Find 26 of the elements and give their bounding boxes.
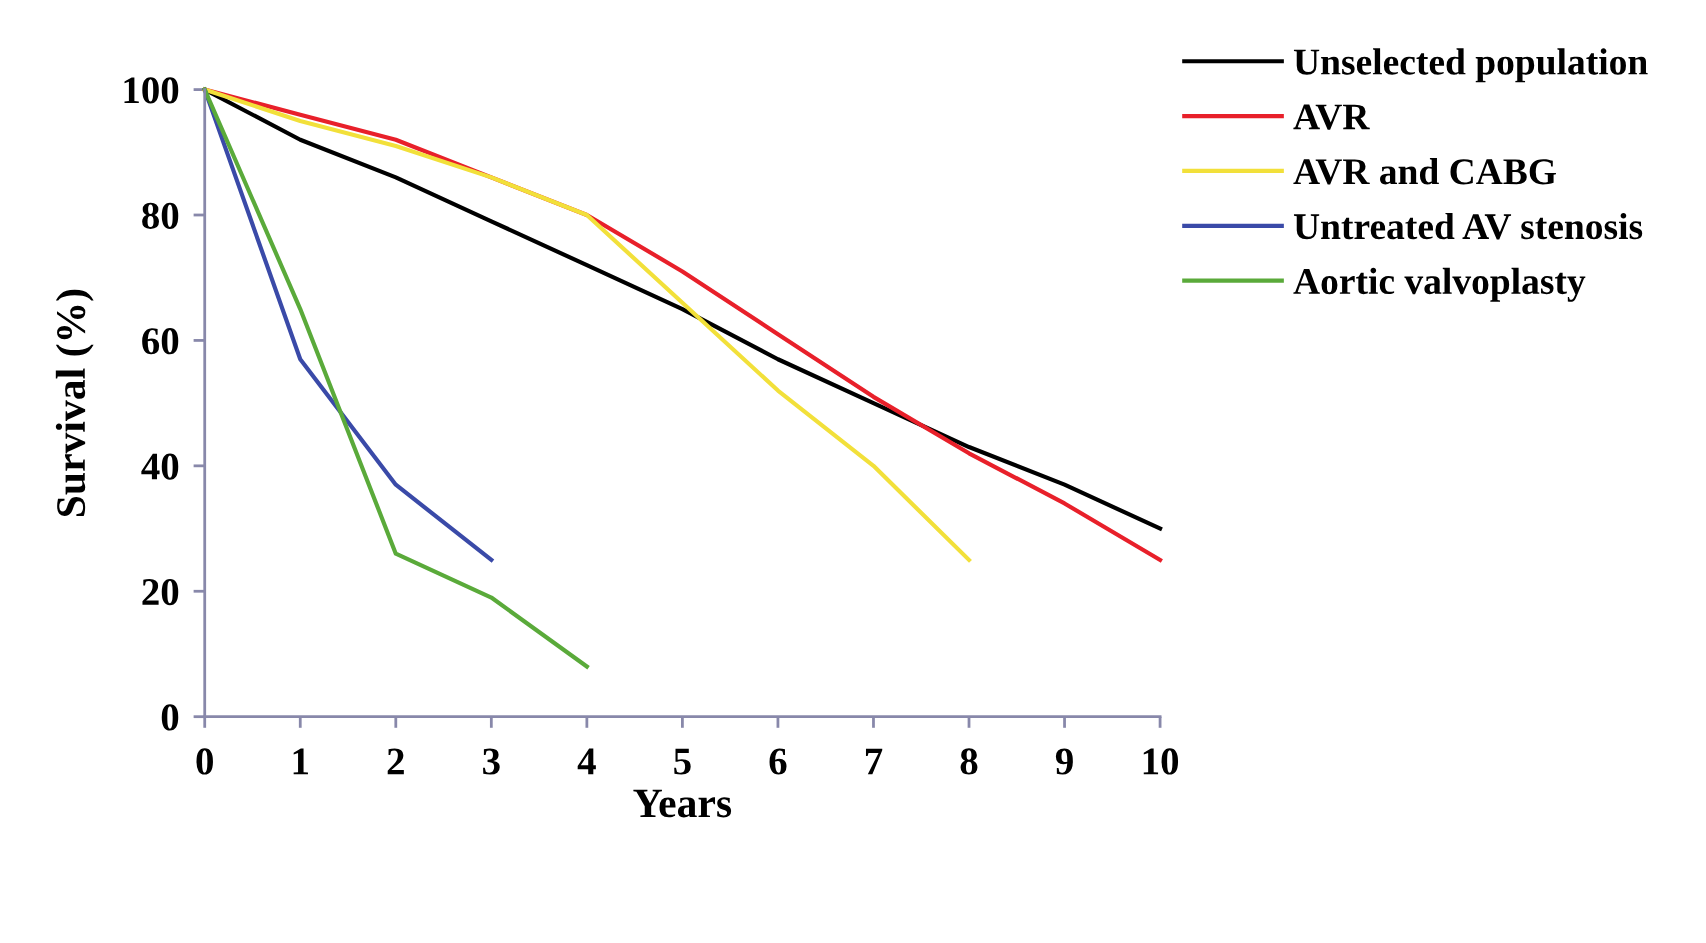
y-tick-label: 60 [142, 328, 179, 355]
y-tick-label: 0 [161, 704, 179, 731]
x-tick-label: 3 [483, 748, 500, 775]
y-tick-label: 100 [124, 77, 179, 104]
x-tick-label: 9 [1055, 748, 1073, 775]
legend-label: Unselected population [1293, 48, 1648, 83]
y-tick-label: 40 [141, 453, 179, 480]
y-tick-label: 20 [142, 578, 179, 606]
line-series [202, 87, 972, 562]
legend-label: AVR [1293, 104, 1370, 130]
x-tick-label: 0 [196, 748, 213, 775]
legend-label: Untreated AV stenosis [1293, 212, 1643, 240]
x-tick-label: 2 [387, 748, 404, 775]
x-tick-label: 10 [1143, 748, 1179, 775]
legend-label: Aortic valvoplasty [1293, 267, 1586, 302]
x-tick-label: 6 [769, 748, 787, 775]
x-tick-label: 5 [674, 748, 691, 775]
x-tick-label: 7 [865, 748, 883, 775]
x-axis-title: Years [633, 789, 732, 818]
x-tick-label: 8 [960, 748, 978, 775]
y-axis-title: Survival (%) [55, 289, 94, 517]
y-tick-label: 80 [142, 202, 179, 229]
x-tick-label: 1 [293, 748, 308, 775]
line-series [202, 87, 589, 669]
x-tick-label: 4 [577, 748, 596, 775]
legend-label: AVR and CABG [1293, 158, 1556, 185]
